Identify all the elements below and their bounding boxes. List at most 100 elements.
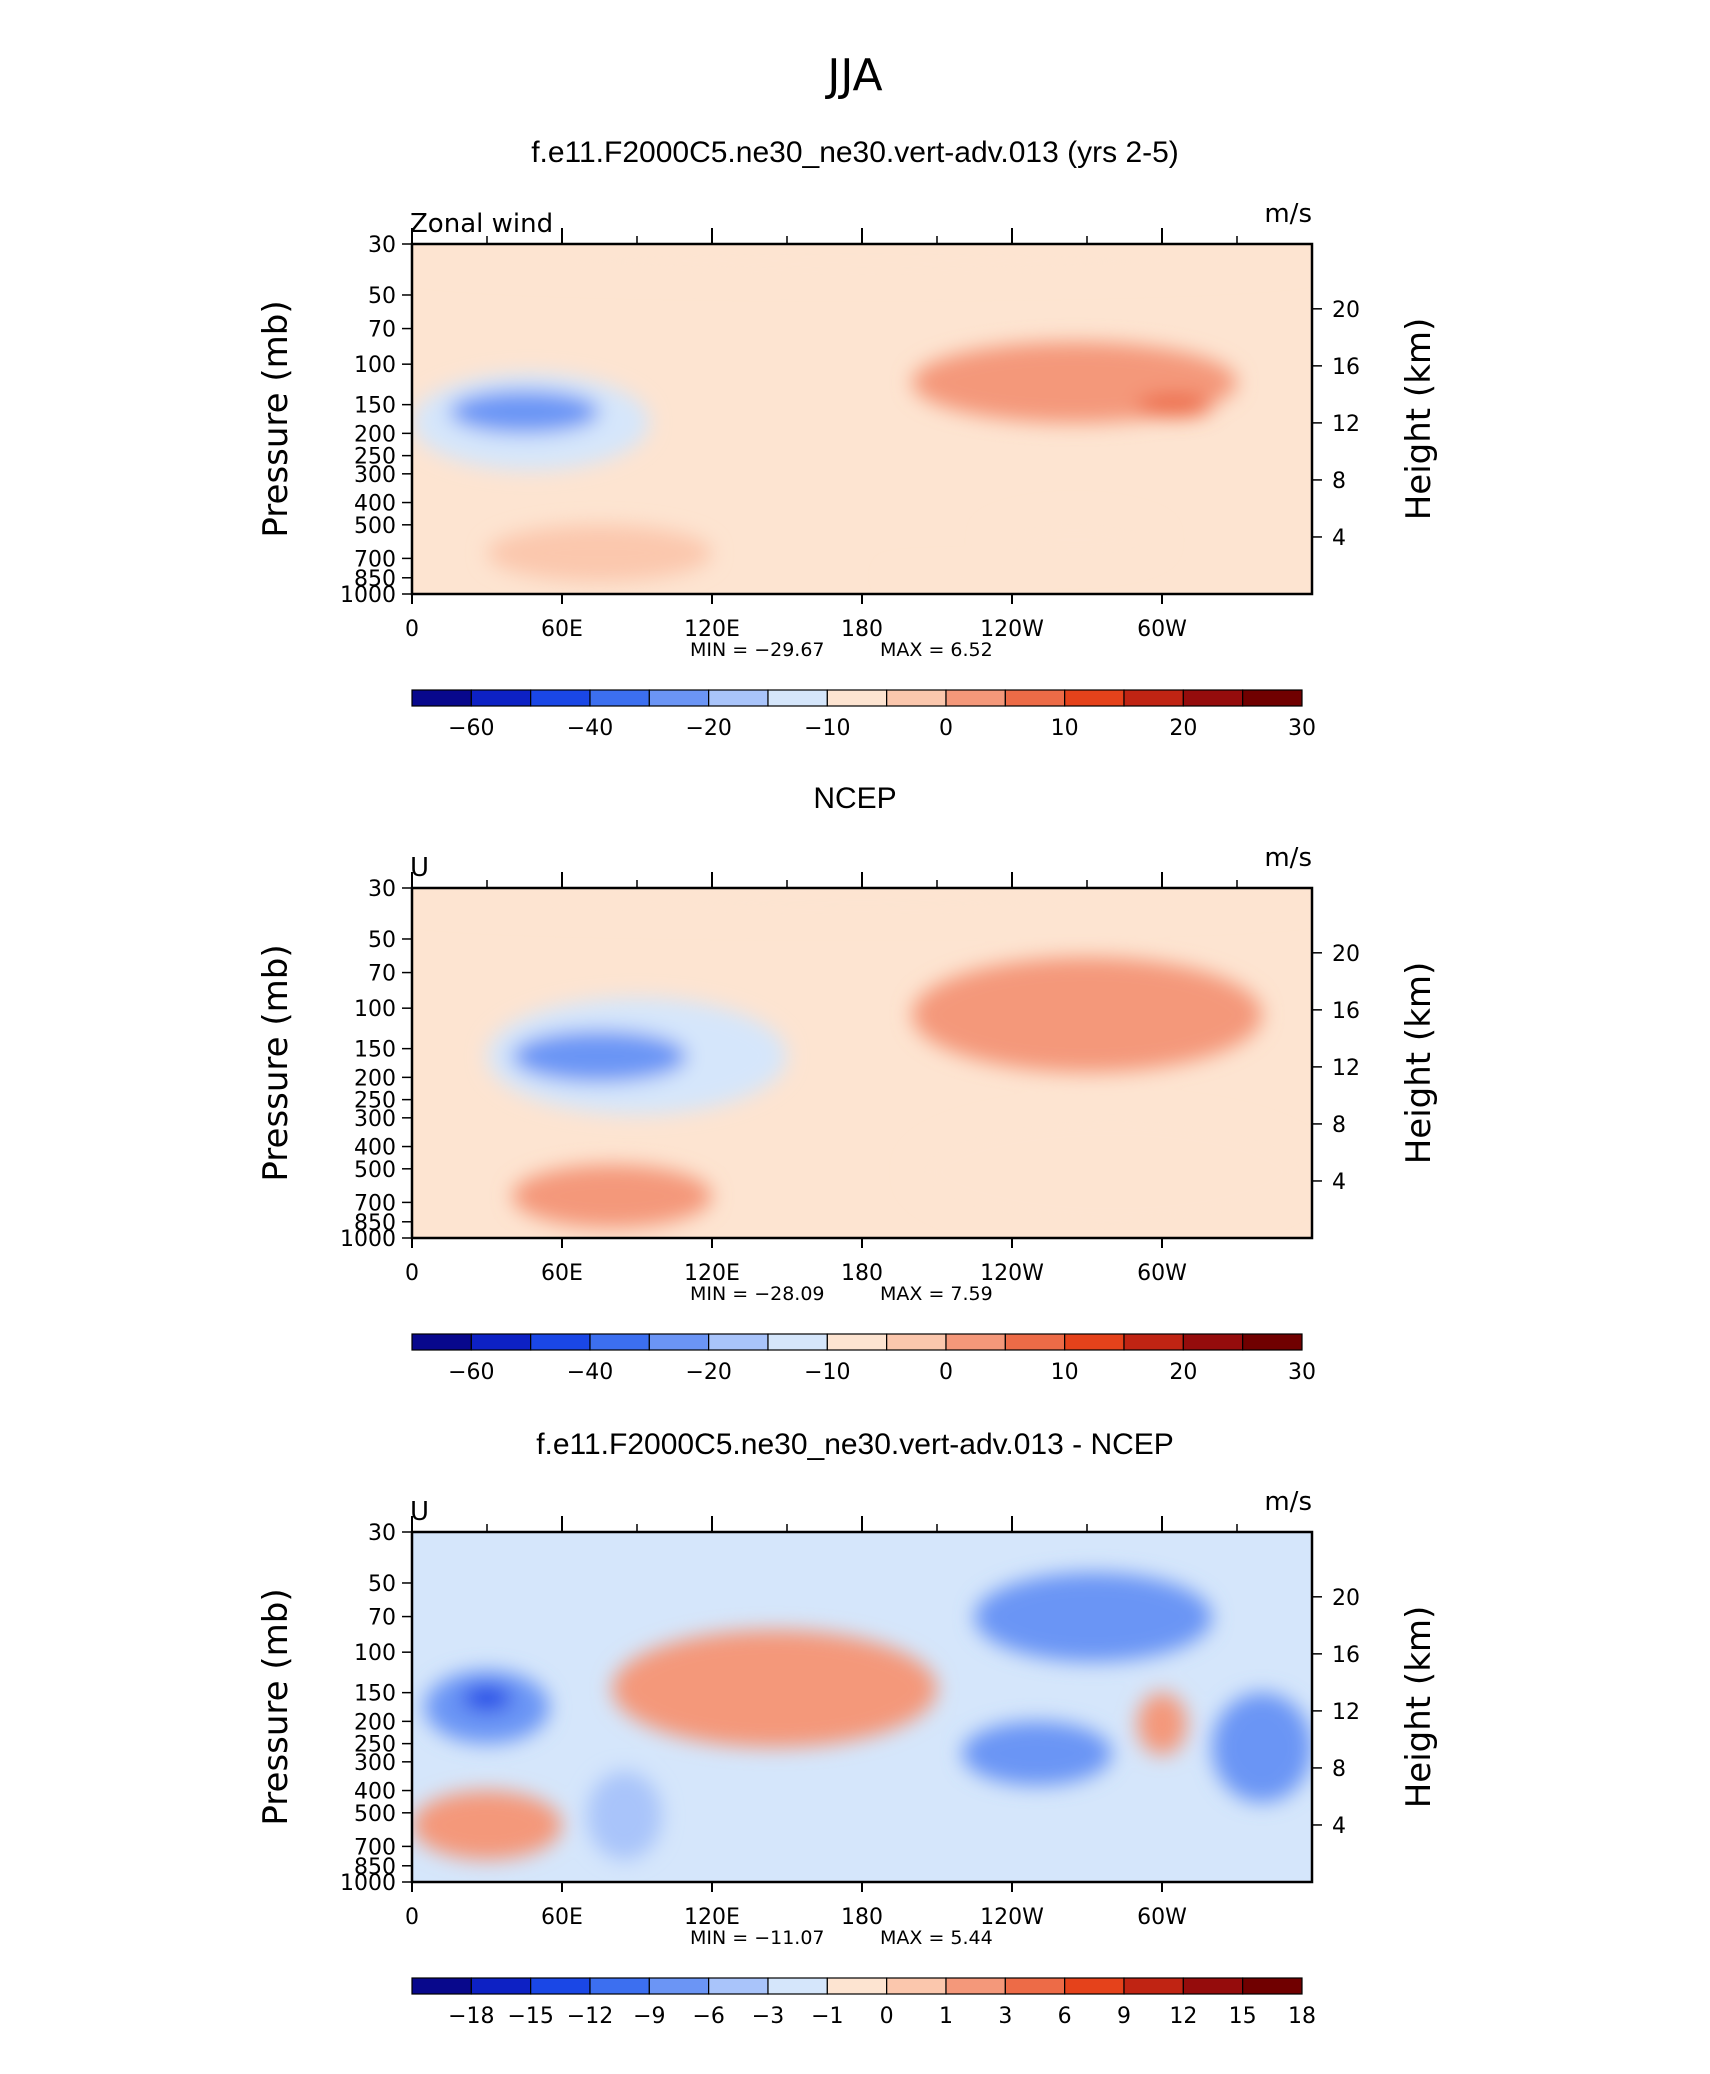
y-tick-label: 400 <box>354 1780 396 1805</box>
contour-field <box>412 888 1312 1238</box>
y2-tick-label: 8 <box>1332 1113 1346 1138</box>
colorbar-label: −18 <box>448 2004 494 2029</box>
colorbar-label: 0 <box>880 2004 894 2029</box>
x-tick-label: 0 <box>405 1905 419 1930</box>
min-label: MIN = −29.67 <box>690 639 825 661</box>
y-tick-label: 150 <box>354 394 396 419</box>
y2-axis-label: Height (km) <box>1399 318 1439 521</box>
contour-field <box>412 244 1312 594</box>
x-tick-label: 60E <box>541 1905 583 1930</box>
field-feature <box>462 1685 512 1711</box>
y2-axis-label: Height (km) <box>1399 962 1439 1165</box>
colorbar-swatch <box>826 1333 888 1351</box>
y-tick-label: 100 <box>354 353 396 378</box>
y2-tick-label: 8 <box>1332 1757 1346 1782</box>
x-tick-label: 60W <box>1137 617 1187 642</box>
colorbar-swatch <box>1242 1333 1303 1351</box>
colorbar-swatch <box>1123 689 1184 707</box>
colorbar-swatch <box>886 1333 947 1351</box>
y2-tick-label: 12 <box>1332 412 1360 437</box>
colorbar-swatch <box>708 689 769 707</box>
colorbar-swatch <box>411 1977 472 1995</box>
y-tick-label: 70 <box>368 1606 396 1631</box>
colorbar-label: −20 <box>685 1360 731 1385</box>
y-tick-label: 300 <box>354 1107 396 1132</box>
colorbar-swatch <box>945 689 1006 707</box>
field-feature <box>412 888 1312 917</box>
colorbar-label: 0 <box>939 1360 953 1385</box>
x-tick-label: 120W <box>980 617 1044 642</box>
colorbar-swatch <box>708 1333 769 1351</box>
field-feature <box>962 1721 1112 1786</box>
y2-axis-label: Height (km) <box>1399 1606 1439 1809</box>
colorbar-label: 30 <box>1288 716 1316 741</box>
colorbar: −60 −40 −20 −10 0 10 20 30 <box>411 1333 1316 1385</box>
colorbar-swatch <box>648 689 710 707</box>
figure-title: JJA <box>824 50 882 101</box>
colorbar-swatch <box>589 1977 650 1995</box>
variable-label: U <box>410 1497 429 1527</box>
colorbar-label: 1 <box>939 2004 953 2029</box>
field-blobs <box>412 888 1312 1233</box>
field-feature <box>512 1164 712 1228</box>
colorbar-swatch <box>470 1977 532 1995</box>
min-label: MIN = −28.09 <box>690 1283 825 1305</box>
y-tick-label: 70 <box>368 962 396 987</box>
colorbar-swatch <box>1064 1977 1125 1995</box>
units-label: m/s <box>1264 199 1312 229</box>
colorbar-label: −60 <box>448 1360 494 1385</box>
field-blobs <box>412 1572 1312 1860</box>
variable-label: U <box>410 853 429 883</box>
field-feature <box>612 1629 937 1748</box>
y-tick-label: 500 <box>354 1802 396 1827</box>
y-axis-label: Pressure (mb) <box>256 300 296 537</box>
y-tick-label: 200 <box>354 1710 396 1735</box>
y2-tick-label: 12 <box>1332 1700 1360 1725</box>
x-tick-label: 0 <box>405 1261 419 1286</box>
y2-tick-label: 4 <box>1332 1170 1346 1195</box>
variable-label: Zonal wind <box>410 209 553 239</box>
colorbar-swatch <box>708 1977 769 1995</box>
y2-tick-label: 20 <box>1332 942 1360 967</box>
colorbar-swatch <box>767 1333 828 1351</box>
colorbar-label: −60 <box>448 716 494 741</box>
y-tick-label: 850 <box>354 567 396 592</box>
max-label: MAX = 5.44 <box>880 1927 993 1949</box>
y-tick-label: 1000 <box>340 583 396 608</box>
y-tick-label: 850 <box>354 1855 396 1880</box>
x-tick-label: 60W <box>1137 1905 1187 1930</box>
field-feature <box>1212 1692 1312 1803</box>
x-tick-label: 120W <box>980 1905 1044 1930</box>
x-tick-label: 120E <box>684 617 740 642</box>
y-tick-label: 1000 <box>340 1227 396 1252</box>
colorbar-label: 9 <box>1117 2004 1131 2029</box>
colorbar-label: −6 <box>692 2004 724 2029</box>
colorbar-swatch <box>1182 1333 1244 1351</box>
field-feature <box>987 514 1162 566</box>
y-tick-label: 70 <box>368 318 396 343</box>
panel-title: f.e11.F2000C5.ne30_ne30.vert-adv.013 (yr… <box>531 136 1179 169</box>
y-tick-label: 150 <box>354 1682 396 1707</box>
colorbar-swatch <box>1064 689 1125 707</box>
y2-tick-label: 16 <box>1332 355 1360 380</box>
y-tick-label: 30 <box>368 877 396 902</box>
y-tick-label: 30 <box>368 1521 396 1546</box>
y2-tick-label: 4 <box>1332 1814 1346 1839</box>
y-tick-label: 250 <box>354 445 396 470</box>
colorbar-label: −10 <box>804 1360 850 1385</box>
field-feature <box>412 1790 562 1860</box>
x-tick-label: 180 <box>841 1905 883 1930</box>
colorbar-swatch <box>886 689 947 707</box>
y-tick-label: 250 <box>354 1733 396 1758</box>
y-tick-label: 150 <box>354 1038 396 1063</box>
colorbar-swatch <box>589 1333 650 1351</box>
contour-field <box>412 1532 1312 1882</box>
colorbar-swatch <box>411 689 472 707</box>
colorbar-swatch <box>945 1977 1006 1995</box>
y2-tick-label: 16 <box>1332 1643 1360 1668</box>
colorbar-label: 6 <box>1058 2004 1072 2029</box>
min-label: MIN = −11.07 <box>690 1927 825 1949</box>
y2-tick-label: 12 <box>1332 1056 1360 1081</box>
y-tick-label: 850 <box>354 1211 396 1236</box>
colorbar-swatch <box>530 689 591 707</box>
